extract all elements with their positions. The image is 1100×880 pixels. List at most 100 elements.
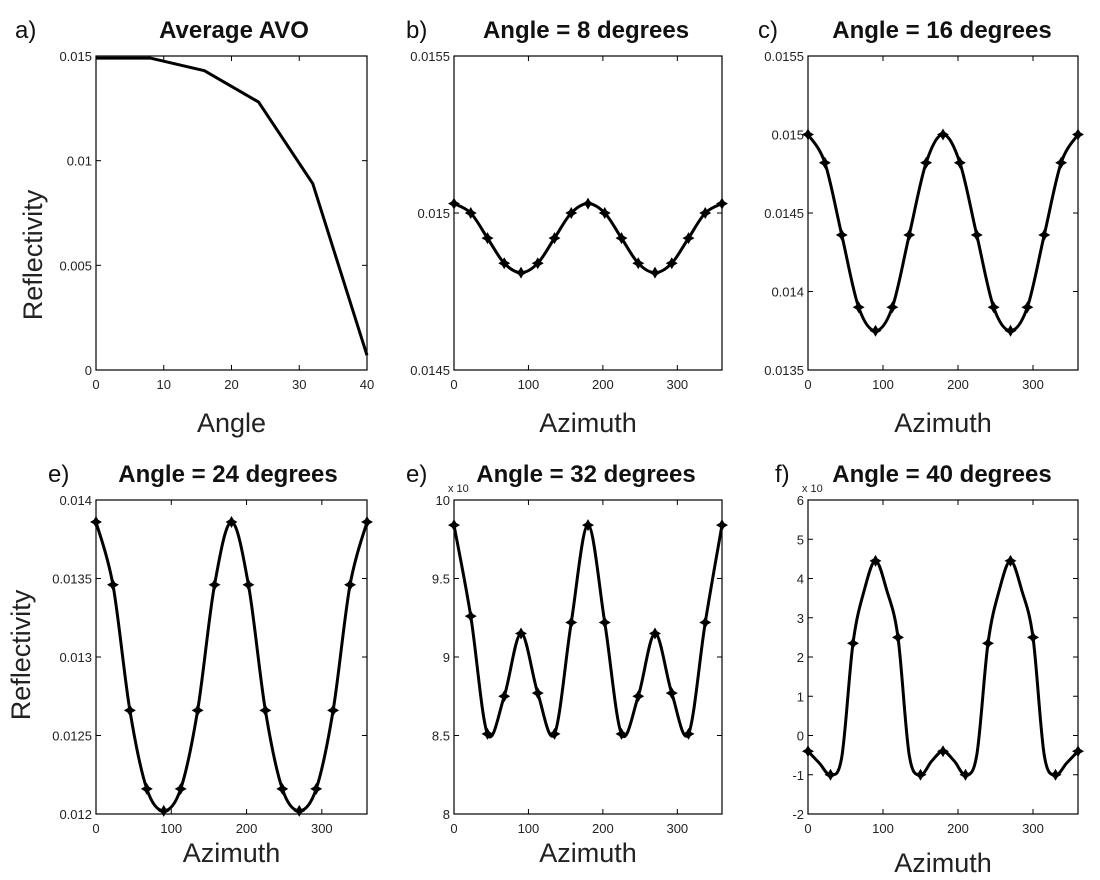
panel-title: Angle = 40 degrees [832,461,1051,488]
data-point-marker [498,690,511,703]
data-point-marker [970,228,983,241]
data-point-marker [464,610,477,623]
y-tick-label: 0.013 [59,650,92,665]
panel-letter: b) [406,17,427,44]
x-tick-label: 0 [450,821,457,836]
data-point-marker [448,197,460,210]
y-tick-label: 6 [797,493,804,508]
data-point-marker [498,257,511,270]
y-tick-label: 2 [797,650,804,665]
y-tick-label: 0.0125 [52,729,92,744]
data-point-marker [1038,228,1051,241]
x-axis-label: Azimuth [894,848,992,878]
y-tick-label: 0.015 [771,128,804,143]
data-point-marker [481,727,494,740]
chart-panel-2: c) Angle = 16 degrees 0 100 200 300 0.0135 0.01… [758,17,1084,438]
y-tick-label: 0.012 [59,807,92,822]
series-line [96,56,369,356]
y-tick-label: 0.0135 [52,572,92,587]
data-point-marker [699,207,712,219]
data-point-marker [699,616,712,629]
data-point-marker [953,156,966,169]
x-tick-label: 0 [450,377,457,392]
y-tick-label: 9.5 [432,572,450,587]
x-tick-label: 200 [947,377,969,392]
y-tick-label: 8 [443,807,450,822]
data-point-marker [903,228,916,241]
data-point-marker [1049,768,1062,781]
data-point-marker [531,687,544,700]
data-point-marker [937,128,949,141]
panel-title: Angle = 8 degrees [483,17,689,44]
data-point-marker [632,257,645,270]
data-point-marker [548,232,561,245]
axis-exponent-label: x 10 [448,483,469,495]
x-axis-label: Angle [197,408,266,438]
data-point-marker [582,519,594,532]
data-point-marker [327,704,340,717]
y-tick-label: 10 [436,493,450,508]
x-axis-label: Azimuth [894,408,992,438]
data-point-marker [847,637,859,650]
panel-title: Angle = 24 degrees [118,461,337,488]
x-axis-label: Azimuth [539,838,637,868]
x-tick-label: 300 [1022,377,1044,392]
y-tick-label: 9 [443,650,450,665]
panel-title: Angle = 32 degrees [476,461,695,488]
data-point-marker [157,804,170,817]
chart-panel-3: e) Angle = 24 degrees 0 100 200 300 0.012 0.012… [6,461,373,868]
x-tick-label: 300 [1022,821,1044,836]
y-tick-label: 0.0155 [410,49,450,64]
data-point-marker [531,257,544,270]
data-point-marker [208,578,221,591]
data-point-marker [548,727,561,740]
data-point-marker [1027,631,1039,644]
axis-exponent-label: x 10 [802,483,823,495]
x-tick-label: 100 [872,821,894,836]
x-tick-label: 100 [518,377,540,392]
data-point-marker [293,804,306,817]
panel-letter: a) [15,17,36,44]
data-point-marker [632,690,645,703]
x-tick-label: 20 [224,377,238,392]
data-point-marker [1072,128,1084,141]
data-point-marker [174,782,187,795]
plot-frame [807,499,1079,815]
data-point-marker [982,637,994,650]
y-tick-label: 0.015 [59,49,92,64]
y-tick-label: 0.015 [417,206,450,221]
x-tick-label: 300 [666,821,688,836]
data-point-marker [242,578,255,591]
data-point-marker [225,515,238,528]
data-point-marker [1004,324,1017,337]
data-point-marker [665,257,678,270]
data-point-marker [344,578,357,591]
x-tick-label: 100 [872,377,894,392]
panel-title: Average AVO [159,17,309,44]
x-tick-label: 200 [592,377,614,392]
plot-frame [95,55,368,371]
x-tick-label: 100 [518,821,540,836]
y-tick-label: 0 [85,363,92,378]
y-tick-label: 0.0145 [410,363,450,378]
data-point-marker [1021,301,1034,314]
x-tick-label: 300 [666,377,688,392]
x-tick-label: 30 [292,377,306,392]
data-point-marker [649,627,661,640]
data-point-marker [310,782,323,795]
data-point-marker [869,324,882,337]
data-point-marker [515,266,527,279]
x-tick-label: 300 [311,821,333,836]
data-point-marker [464,207,477,219]
data-point-marker [959,768,972,781]
data-point-marker [835,228,848,241]
y-tick-label: 3 [797,611,804,626]
data-point-marker [920,156,933,169]
data-point-marker [615,727,628,740]
y-tick-label: -2 [792,807,804,822]
y-tick-label: 8.5 [432,729,450,744]
data-point-marker [802,128,814,141]
panel-title: Angle = 16 degrees [832,17,1051,44]
x-tick-label: 40 [360,377,374,392]
